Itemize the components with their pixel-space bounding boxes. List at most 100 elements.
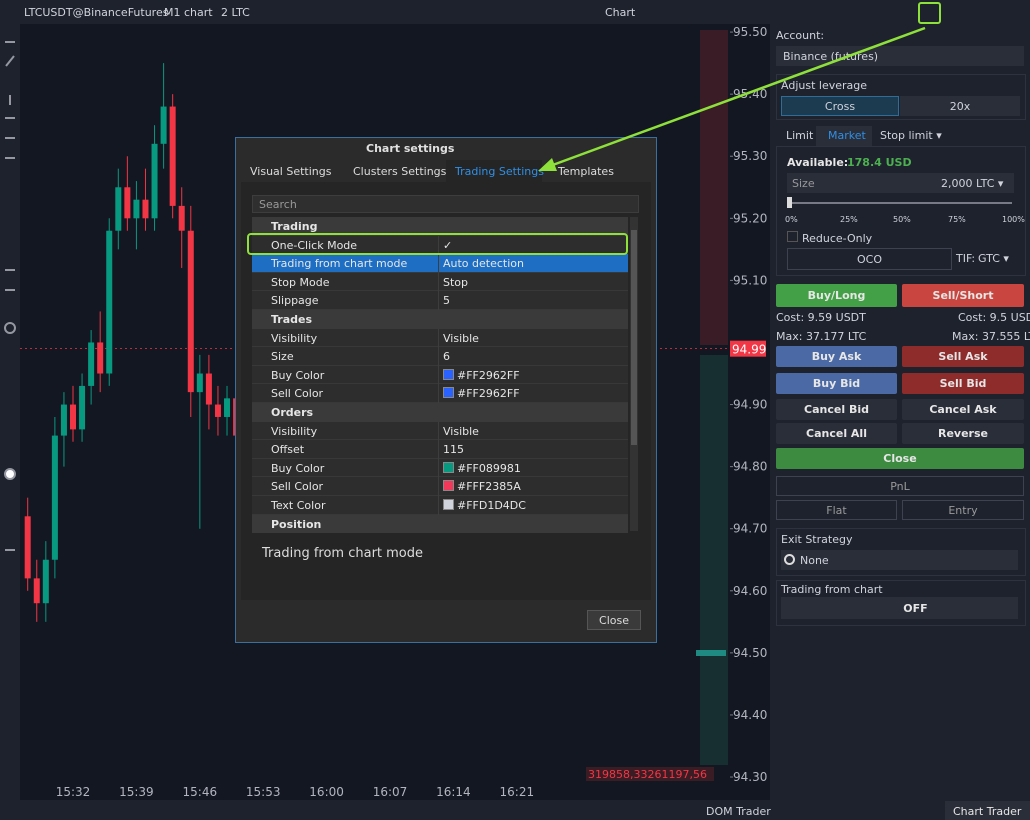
column-divider: [438, 440, 439, 459]
order-tab[interactable]: Stop limit ▾: [880, 129, 942, 142]
y-tick-label: 94.80: [733, 460, 767, 474]
order-tab[interactable]: Market: [828, 129, 866, 142]
x-tick-label: 15:46: [183, 785, 218, 799]
search-placeholder: Search: [259, 198, 297, 211]
setting-row[interactable]: [252, 365, 628, 385]
description: Trading from chart mode: [262, 546, 424, 561]
tab[interactable]: Trading Settings: [455, 165, 544, 178]
quantity[interactable]: 2 LTC: [221, 6, 250, 19]
label: 2,000: [941, 177, 973, 190]
candle-body: [160, 106, 167, 144]
tfc-icon: [781, 597, 813, 619]
tool-icons: [4, 41, 16, 551]
y-tick-label: 95.50: [733, 25, 767, 39]
dom-bids: [700, 355, 728, 765]
entry-button[interactable]: Entry: [902, 500, 1024, 520]
setting-value: #FFF2385A: [457, 480, 521, 494]
flat-button[interactable]: Flat: [776, 500, 897, 520]
bottom-bar: [0, 800, 1030, 820]
close-position-button[interactable]: Close: [776, 448, 1024, 469]
column-divider: [438, 291, 439, 310]
setting-name: Trading from chart mode: [271, 257, 408, 271]
x-tick-label: 15:32: [56, 785, 91, 799]
toggle-button[interactable]: Cross: [781, 96, 899, 116]
buy-button[interactable]: Buy/Long: [776, 284, 897, 307]
reverse-button[interactable]: Reverse: [902, 423, 1024, 444]
last-price-box: [730, 340, 766, 357]
cancel-button[interactable]: Cancel Ask: [902, 399, 1024, 420]
cancel-all-button[interactable]: Cancel All: [776, 423, 897, 444]
setting-row[interactable]: [252, 458, 628, 478]
size-input[interactable]: [787, 173, 1014, 193]
tab[interactable]: Templates: [558, 165, 614, 178]
exit-dropdown[interactable]: [781, 550, 1018, 570]
timeframe[interactable]: M1 chart: [164, 6, 213, 19]
color-swatch: [443, 387, 454, 399]
candle-body: [124, 187, 131, 219]
setting-row[interactable]: [252, 384, 628, 403]
setting-row[interactable]: [252, 440, 628, 459]
dom-trader-tab[interactable]: DOM Trader: [706, 805, 771, 818]
label: 178.4 USD: [847, 156, 912, 169]
sell-ask-button[interactable]: Sell Ask: [902, 346, 1024, 367]
candle-body: [24, 516, 31, 579]
label: Reduce-Only: [802, 232, 873, 245]
close-button[interactable]: Close: [587, 610, 641, 630]
candle-body: [70, 404, 76, 430]
oco-button[interactable]: OCO: [787, 248, 952, 270]
tfc-toggle[interactable]: OFF: [813, 597, 1018, 619]
setting-row[interactable]: [252, 496, 628, 515]
setting-value: #FF089981: [457, 461, 521, 475]
dom-volume: [696, 650, 726, 656]
setting-row[interactable]: [252, 477, 628, 496]
setting-value: ✓: [443, 238, 453, 252]
window-title: Chart: [605, 6, 636, 19]
label: Cost: 9.5 USDT: [958, 311, 1030, 324]
tif-select[interactable]: GTC ▾: [978, 252, 1009, 265]
sell-bid-button[interactable]: Sell Bid: [902, 373, 1024, 394]
x-tick-label: 15:39: [119, 785, 154, 799]
chart-trader-tab[interactable]: Chart Trader: [953, 805, 1022, 818]
symbol[interactable]: LTCUSDT@BinanceFutures: [24, 6, 169, 19]
y-tick-label: 94.70: [733, 522, 767, 536]
buy-bid-button[interactable]: Buy Bid: [776, 373, 897, 394]
candle-body: [60, 404, 67, 436]
order-tab[interactable]: Limit: [786, 129, 814, 142]
setting-row[interactable]: [252, 254, 628, 273]
slider-handle[interactable]: [787, 197, 792, 208]
group-header: [252, 403, 628, 422]
search-box[interactable]: [252, 195, 639, 213]
buy-ask-button[interactable]: Buy Ask: [776, 346, 897, 367]
tab[interactable]: Visual Settings: [250, 165, 332, 178]
dom-asks: [700, 30, 728, 345]
label: TIF:: [956, 252, 976, 265]
leverage-button[interactable]: 20x: [900, 96, 1020, 116]
slider-label: 0%: [785, 215, 798, 224]
setting-value: #FF2962FF: [457, 387, 520, 401]
setting-row[interactable]: [252, 347, 628, 366]
setting-name: Slippage: [271, 294, 319, 308]
y-tick-label: 94.30: [733, 770, 767, 784]
setting-row[interactable]: [252, 272, 628, 292]
label: Trading from chart: [781, 583, 883, 596]
x-tick-label: 15:53: [246, 785, 281, 799]
column-divider: [438, 496, 439, 515]
section: [776, 580, 1026, 626]
sell-button[interactable]: Sell/Short: [902, 284, 1024, 307]
setting-name: Sell Color: [271, 480, 324, 494]
tab[interactable]: Clusters Settings: [353, 165, 447, 178]
x-tick-label: 16:14: [436, 785, 471, 799]
section: [776, 528, 1026, 576]
setting-name: Sell Color: [271, 387, 324, 401]
setting-row[interactable]: [252, 328, 628, 348]
column-divider: [438, 254, 439, 273]
cancel-button[interactable]: Cancel Bid: [776, 399, 897, 420]
setting-row[interactable]: [252, 291, 628, 310]
column-divider: [438, 477, 439, 496]
setting-row[interactable]: [252, 421, 628, 441]
group-name: Position: [271, 517, 322, 531]
setting-name: Buy Color: [271, 368, 325, 382]
candle-body: [224, 398, 231, 417]
checkbox[interactable]: [787, 231, 798, 242]
setting-value: #FFD1D4DC: [457, 499, 526, 512]
